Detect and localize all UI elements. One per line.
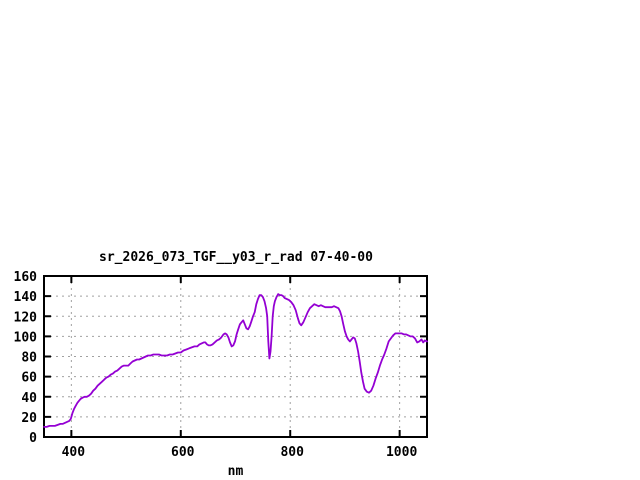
chart-title: sr_2026_073_TGF__y03_r_rad 07-40-00 [99,250,373,265]
plot-border [43,275,428,438]
y-tick-label: 40 [21,391,37,406]
y-tick-label: 20 [21,411,37,426]
x-tick-label: 800 [280,445,304,460]
x-tick-label: 1000 [386,445,417,460]
y-tick-label: 160 [14,270,38,285]
x-tick-label: 400 [62,445,86,460]
y-tick-label: 80 [21,351,37,366]
y-tick-label: 60 [21,371,37,386]
y-tick-label: 140 [14,290,38,305]
radiance-curve [43,293,428,428]
x-axis-label: nm [228,464,244,479]
y-tick-label: 0 [29,431,37,446]
y-tick-label: 120 [14,310,38,325]
y-tick-label: 100 [14,330,38,345]
x-tick-label: 600 [171,445,195,460]
